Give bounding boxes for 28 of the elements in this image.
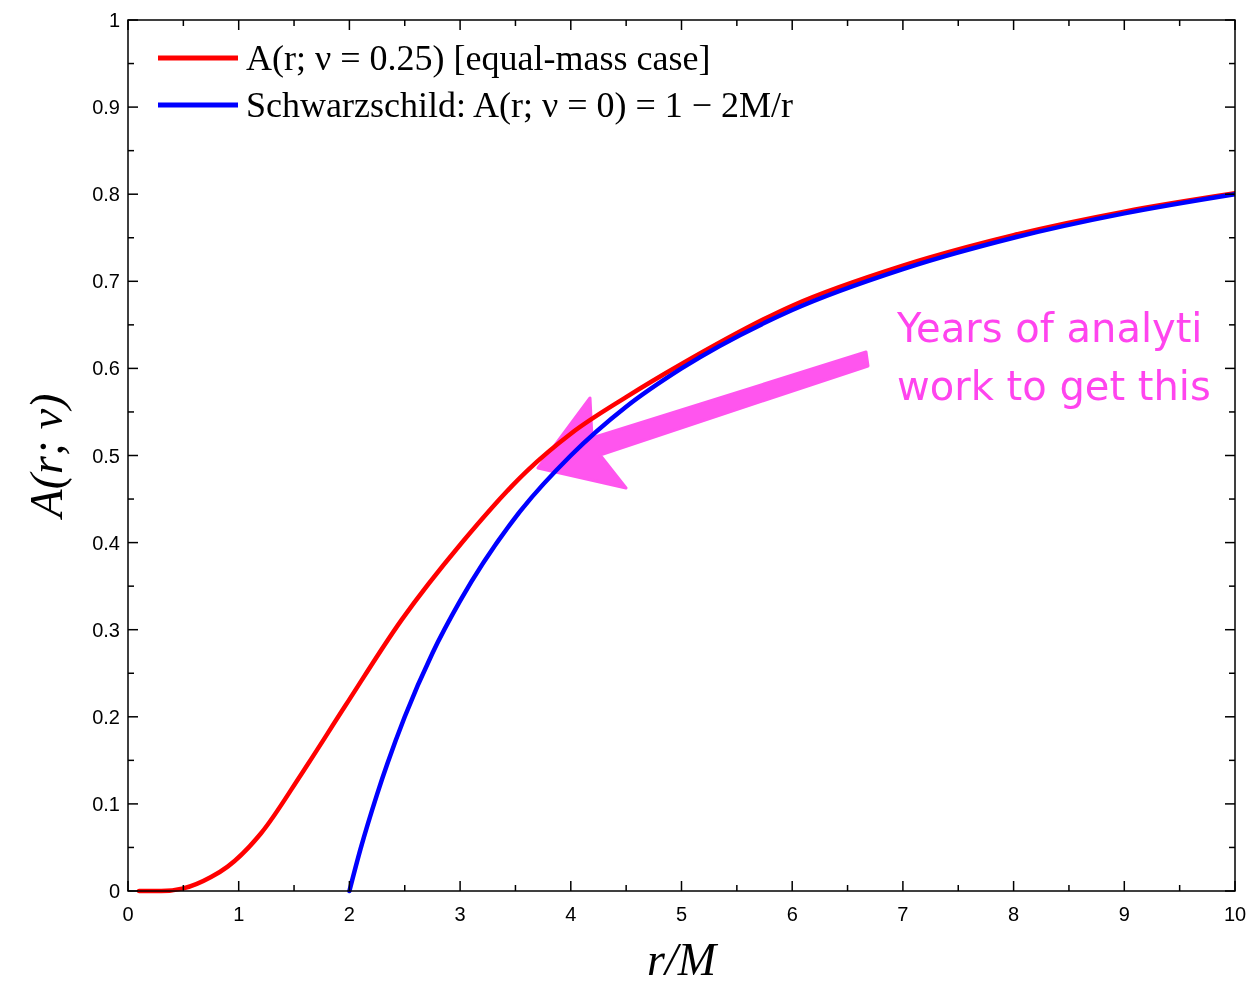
x-tick-label: 4 <box>565 903 577 925</box>
x-tick-label: 9 <box>1118 903 1130 925</box>
y-tick-label: 0.7 <box>92 270 120 293</box>
y-tick-label: 0.5 <box>92 444 120 467</box>
y-tick-label: 0.3 <box>92 618 120 641</box>
legend-label: A(r; ν = 0.25) [equal-mass case] <box>246 38 711 78</box>
line-series <box>347 191 1235 894</box>
y-tick-label: 0.1 <box>92 792 120 815</box>
x-tick-label: 1 <box>233 903 245 925</box>
x-tick-label: 10 <box>1223 903 1247 925</box>
y-tick-label: 0 <box>108 880 120 902</box>
x-tick-label: 8 <box>1008 903 1020 925</box>
y-tick-label: 0.4 <box>92 531 120 554</box>
y-tick-label: 1 <box>108 9 120 31</box>
annotation: Years of analyti work to get this <box>896 305 1211 409</box>
x-tick-label: 3 <box>454 903 466 925</box>
y-tick-label: 0.9 <box>92 96 120 119</box>
x-tick-label: 2 <box>343 903 355 925</box>
y-tick-label: 0.6 <box>92 357 120 380</box>
y-axis-title: A(r; ν) <box>21 393 72 521</box>
y-tick-label: 0.8 <box>92 183 120 206</box>
x-tick-label: 5 <box>675 903 688 925</box>
x-tick-label: 0 <box>122 903 134 925</box>
x-axis-title: r/M <box>647 934 719 985</box>
legend-label: Schwarzschild: A(r; ν = 0) = 1 − 2M/r <box>246 85 794 125</box>
x-tick-label: 7 <box>897 903 909 925</box>
y-tick-label: 0.2 <box>92 705 120 728</box>
x-tick-label: 6 <box>786 903 798 925</box>
